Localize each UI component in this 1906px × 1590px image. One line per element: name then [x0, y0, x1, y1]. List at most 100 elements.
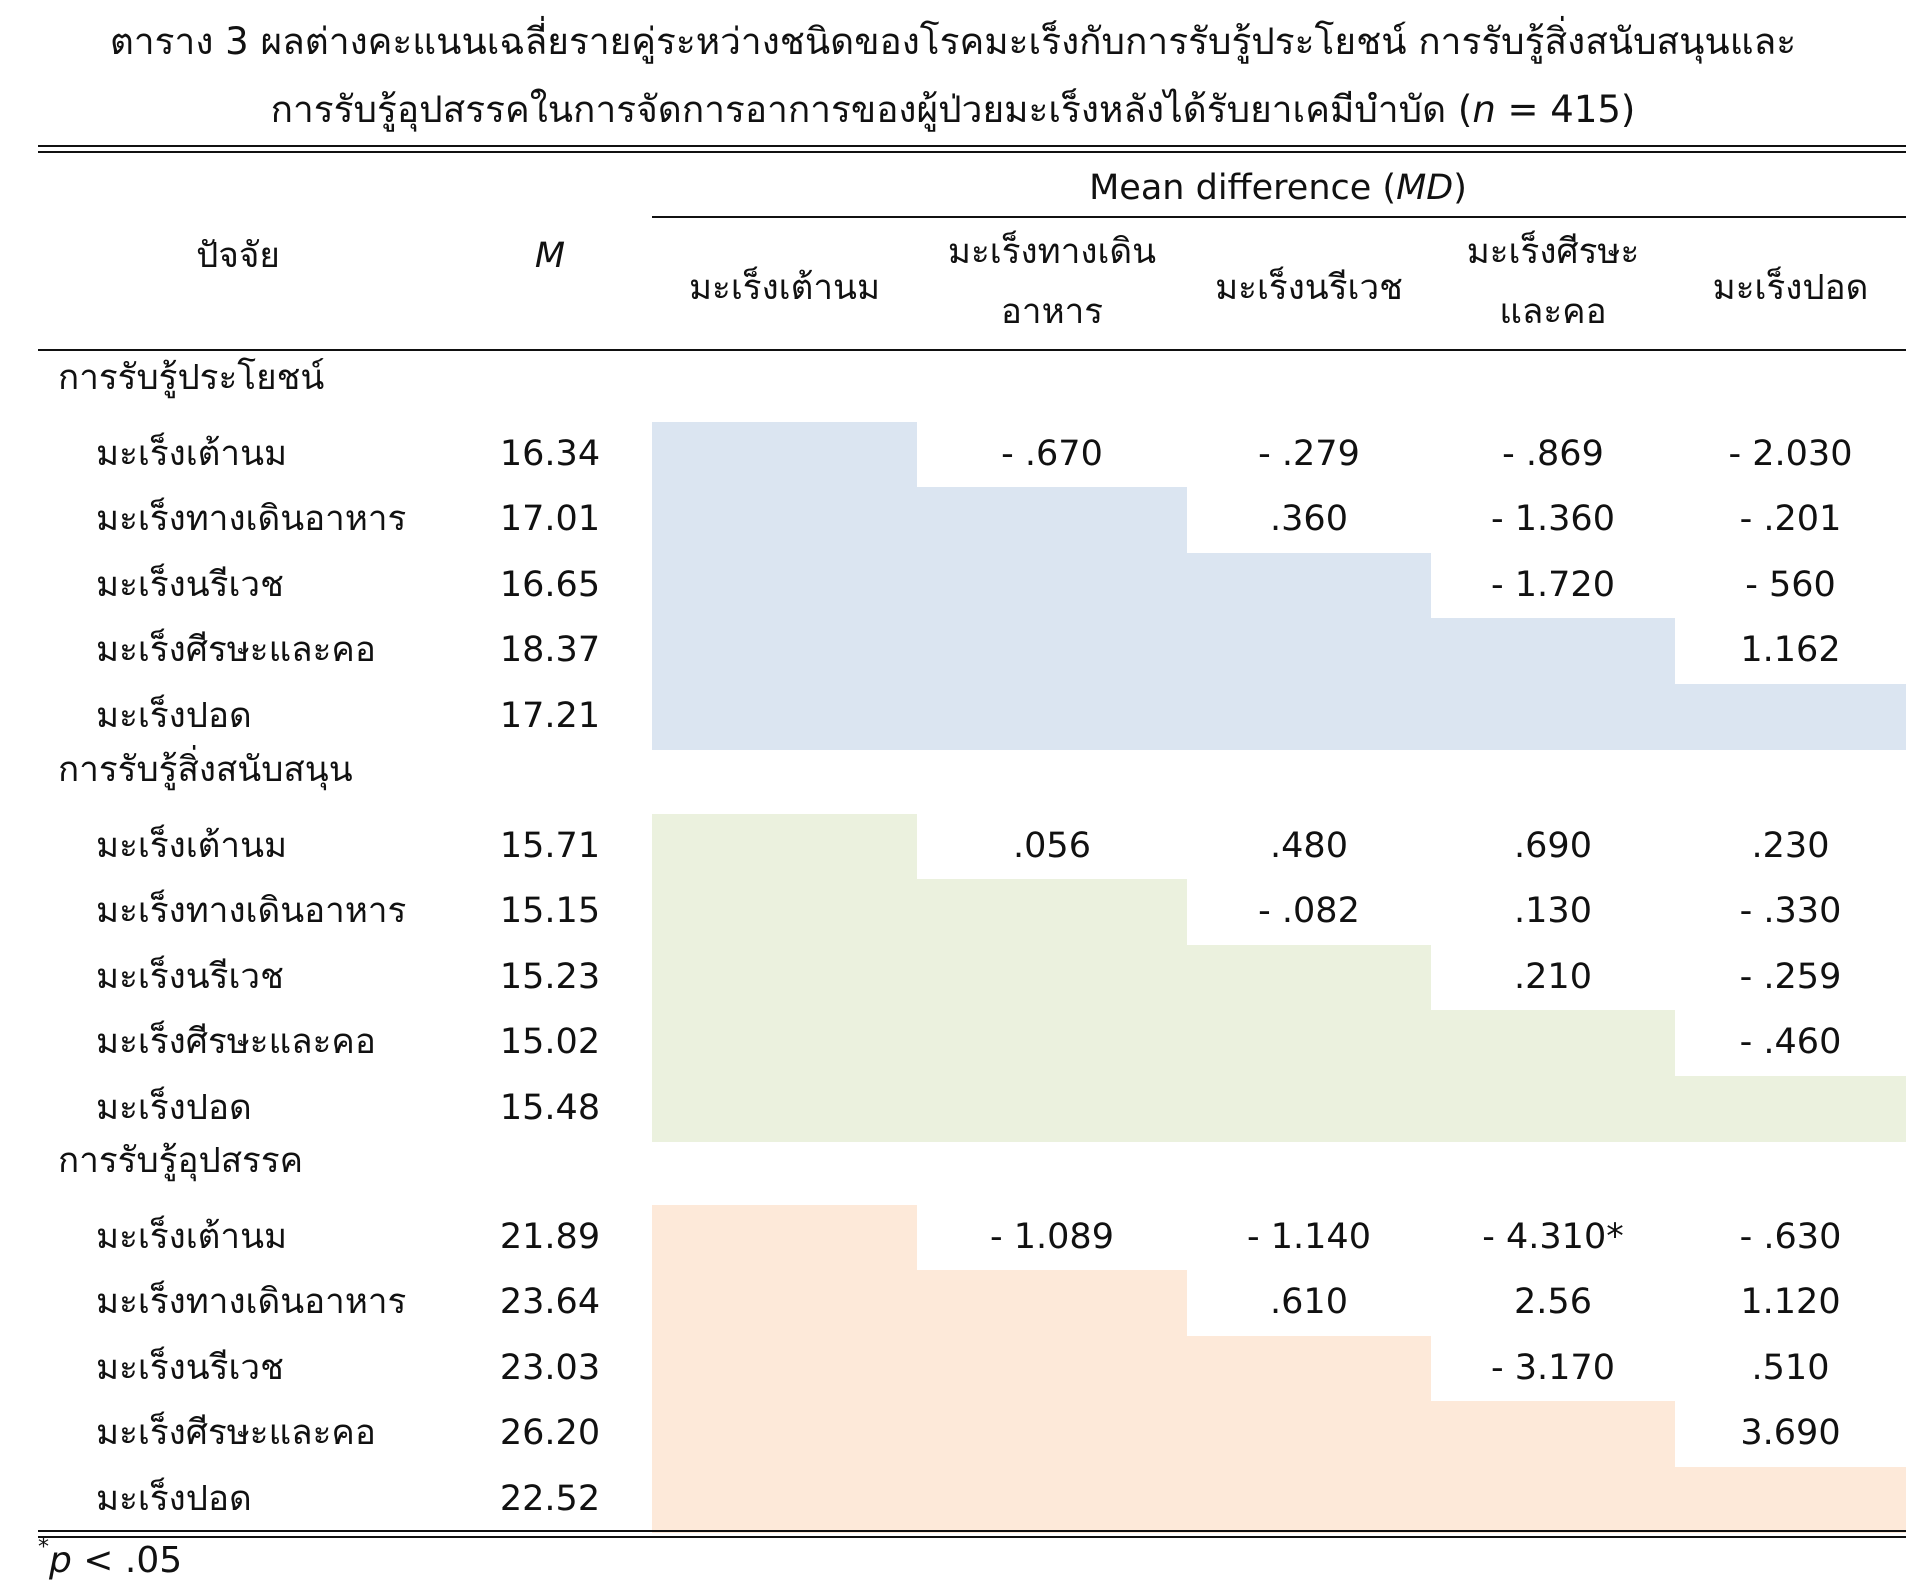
row-mean: 17.01	[499, 499, 601, 540]
row-mean: 16.34	[499, 433, 601, 474]
md-column-header-line2: และคอ	[1499, 292, 1607, 332]
md-cell: - .279	[1258, 433, 1360, 474]
row-mean: 18.37	[499, 630, 601, 671]
md-cell: .130	[1514, 891, 1592, 932]
header-bottom-rule	[38, 349, 1906, 351]
row-label: มะเร็งศีรษะและคอ	[96, 1413, 376, 1454]
md-group-rule	[652, 216, 1906, 218]
md-cell: - 3.170	[1491, 1347, 1615, 1388]
md-cell: - .259	[1739, 956, 1842, 997]
row-label: มะเร็งนรีเวช	[96, 956, 284, 997]
md-cell: - 1.089	[990, 1216, 1114, 1257]
md-cell: - .630	[1739, 1216, 1842, 1257]
md-cell: - 1.360	[1491, 499, 1615, 540]
section-title: การรับรู้อุปสรรค	[58, 1141, 304, 1181]
table-caption-line1: ตาราง 3 ผลต่างคะแนนเฉลี่ยรายคู่ระหว่างชน…	[109, 20, 1797, 63]
row-label: มะเร็งปอด	[96, 696, 252, 736]
row-mean: 21.89	[499, 1216, 601, 1257]
md-column-header-line2: อาหาร	[1000, 292, 1104, 332]
row-label: มะเร็งทางเดินอาหาร	[96, 1282, 407, 1323]
diagonal-shade	[652, 618, 1675, 685]
row-mean: 15.71	[499, 825, 601, 866]
md-cell: .056	[1013, 825, 1091, 866]
md-column-header: มะเร็งเต้านม	[688, 268, 881, 308]
diagonal-shade	[652, 1204, 917, 1271]
md-cell: - .670	[1001, 433, 1103, 474]
row-label: มะเร็งเต้านม	[96, 433, 288, 474]
diagonal-shade	[652, 421, 917, 488]
header-factor: ปัจจัย	[196, 236, 280, 276]
md-cell: 3.690	[1740, 1413, 1841, 1454]
md-cell: - .330	[1739, 891, 1842, 932]
row-mean: 26.20	[499, 1413, 601, 1454]
md-cell: - .460	[1739, 1022, 1842, 1063]
md-column-header: มะเร็งทางเดินอาหาร	[917, 222, 1187, 342]
diagonal-shade	[652, 487, 1187, 554]
md-cell: .360	[1270, 499, 1348, 540]
md-cell: - 1.140	[1247, 1216, 1371, 1257]
diagonal-shade	[652, 552, 1431, 619]
diagonal-shade	[652, 1401, 1675, 1468]
md-cell: - .201	[1739, 499, 1842, 540]
diagonal-shade	[652, 944, 1431, 1011]
diagonal-shade	[652, 1270, 1187, 1337]
md-column-header: มะเร็งศีรษะและคอ	[1431, 222, 1675, 342]
md-cell: - 560	[1745, 564, 1836, 605]
md-column-header-line1: มะเร็งศีรษะ	[1466, 232, 1640, 272]
row-mean: 23.03	[499, 1347, 601, 1388]
md-cell: .210	[1514, 956, 1592, 997]
section-title: การรับรู้สิ่งสนับสนุน	[58, 750, 353, 790]
row-mean: 16.65	[499, 564, 601, 605]
md-cell: 2.56	[1514, 1282, 1592, 1323]
md-cell: - .869	[1502, 433, 1604, 474]
md-cell: - 4.310*	[1482, 1216, 1624, 1257]
table-caption-line2: การรับรู้อุปสรรคในการจัดการอาการของผู้ป่…	[270, 88, 1636, 131]
row-mean: 15.48	[499, 1088, 601, 1128]
md-column-header: มะเร็งปอด	[1712, 268, 1869, 308]
row-mean: 23.64	[499, 1282, 601, 1323]
row-label: มะเร็งทางเดินอาหาร	[96, 891, 407, 932]
md-cell: - 1.720	[1491, 564, 1615, 605]
row-mean: 15.23	[499, 956, 601, 997]
row-label: มะเร็งทางเดินอาหาร	[96, 499, 407, 540]
md-cell: - .082	[1258, 891, 1360, 932]
row-mean: 17.21	[499, 696, 601, 736]
top-rule	[38, 151, 1906, 153]
diagonal-shade	[652, 1335, 1431, 1402]
md-cell: .690	[1514, 825, 1592, 866]
md-column-header-line1: มะเร็งทางเดิน	[947, 232, 1157, 272]
row-label: มะเร็งศีรษะและคอ	[96, 1022, 376, 1063]
row-label: มะเร็งปอด	[96, 1088, 252, 1128]
row-label: มะเร็งศีรษะและคอ	[96, 630, 376, 671]
diagonal-shade	[652, 684, 1906, 751]
row-label: มะเร็งนรีเวช	[96, 1347, 284, 1388]
md-cell: .230	[1751, 825, 1830, 866]
row-label: มะเร็งปอด	[96, 1479, 252, 1519]
md-cell: .480	[1270, 825, 1348, 866]
row-mean: 15.02	[499, 1022, 601, 1063]
md-cell: 1.162	[1740, 630, 1841, 671]
row-label: มะเร็งเต้านม	[96, 1216, 288, 1257]
diagonal-shade	[652, 813, 917, 880]
md-cell: - 2.030	[1728, 433, 1853, 474]
footnote: *p < .05	[38, 1535, 183, 1581]
header-md-group: Mean difference (MD)	[1089, 168, 1467, 208]
diagonal-shade	[652, 879, 1187, 946]
diagonal-shade	[652, 1010, 1675, 1077]
row-label: มะเร็งนรีเวช	[96, 564, 284, 605]
diagonal-shade	[652, 1076, 1906, 1143]
header-mean: M	[534, 236, 566, 276]
row-mean: 15.15	[499, 891, 601, 932]
bottom-rule	[38, 1530, 1906, 1532]
diagonal-shade	[652, 1467, 1906, 1534]
row-label: มะเร็งเต้านม	[96, 825, 288, 866]
md-column-header: มะเร็งนรีเวช	[1215, 268, 1403, 308]
bottom-rule	[38, 1536, 1906, 1538]
section-title: การรับรู้ประโยชน์	[58, 358, 325, 398]
md-cell: 1.120	[1740, 1282, 1841, 1323]
md-cell: .510	[1751, 1347, 1830, 1388]
top-rule	[38, 145, 1906, 147]
row-mean: 22.52	[499, 1479, 601, 1519]
md-cell: .610	[1270, 1282, 1348, 1323]
